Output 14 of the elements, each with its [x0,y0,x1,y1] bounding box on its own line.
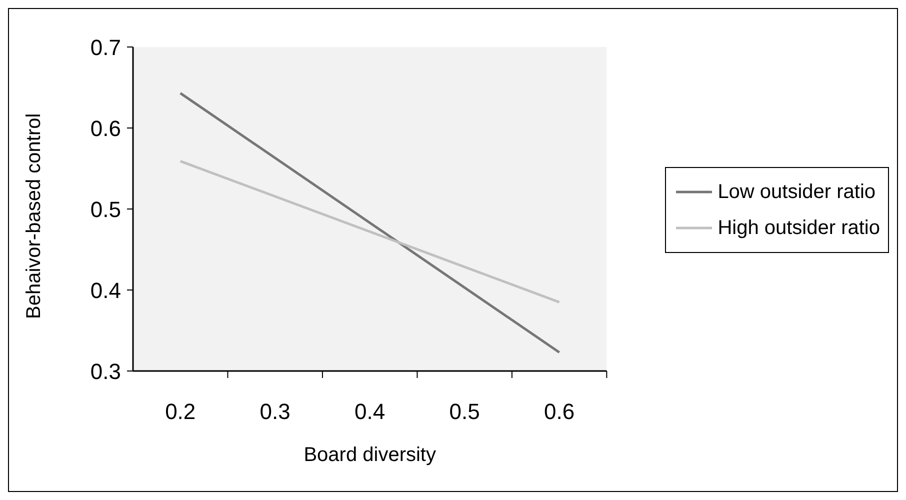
legend-label: High outsider ratio [718,216,880,240]
y-tick-label: 0.7 [90,35,121,60]
x-tick-label: 0.5 [449,399,480,424]
x-axis-title: Board diversity [304,444,436,466]
legend-label: Low outsider ratio [718,180,876,204]
x-tick-label: 0.6 [544,399,575,424]
y-tick-label: 0.4 [90,278,121,303]
x-tick-label: 0.4 [354,399,386,424]
y-tick-label: 0.5 [90,197,121,222]
x-tick-label: 0.3 [260,399,290,424]
x-tick-label: 0.2 [165,399,196,424]
y-tick-label: 0.3 [90,359,121,384]
y-tick-label: 0.6 [90,116,121,141]
y-axis-title: Behaivor-based control [23,113,46,319]
